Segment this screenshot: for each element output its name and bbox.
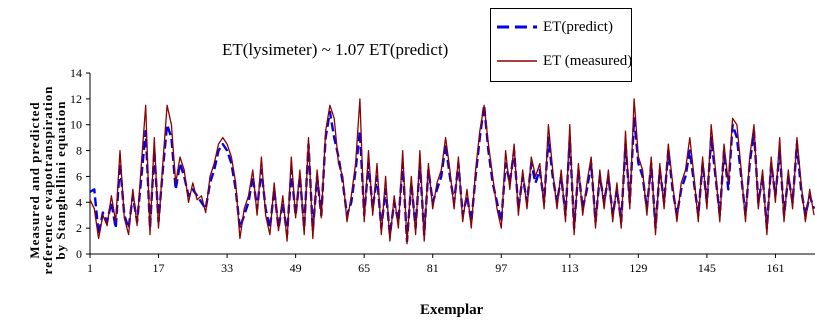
y-axis-label-line-3: by Stanghellini equation	[53, 100, 68, 260]
x-tick-label: 17	[153, 261, 165, 275]
y-tick-label: 10	[70, 118, 82, 132]
series-line-measured	[89, 98, 815, 245]
x-axis: 1 17 33 49 65 81 97 113 129 145 161	[87, 253, 815, 275]
legend-swatch-predict-icon	[497, 25, 537, 29]
y-tick-label: 2	[76, 221, 82, 235]
x-tick-label: 49	[290, 261, 302, 275]
x-tick-label: 97	[495, 261, 507, 275]
x-tick-label: 65	[358, 261, 370, 275]
legend-item-predict: ET(predict)	[497, 17, 613, 37]
series-layer	[89, 98, 816, 245]
x-tick-label: 145	[698, 261, 716, 275]
x-tick-label: 113	[561, 261, 579, 275]
x-tick-label: 161	[766, 261, 784, 275]
legend-item-measured: ET (measured)	[497, 51, 632, 71]
y-tick-label: 0	[76, 247, 82, 261]
y-tick-label: 14	[70, 66, 82, 80]
series-line-predict	[89, 104, 816, 243]
y-tick-label: 6	[76, 169, 82, 183]
legend: ET(predict) ET (measured)	[490, 8, 632, 82]
legend-label-measured: ET (measured)	[543, 52, 633, 69]
y-axis: 0 2 4 6 8 10 12 14	[70, 66, 91, 261]
x-axis-label: Exemplar	[420, 302, 484, 318]
chart-annotation: ET(lysimeter) ~ 1.07 ET(predict)	[222, 40, 449, 59]
legend-label-predict: ET(predict)	[543, 18, 613, 35]
legend-swatch-measured-icon	[497, 60, 537, 62]
y-axis-label: Measured and predicted reference evapotr…	[27, 30, 68, 330]
x-tick-label: 129	[629, 261, 647, 275]
x-tick-label: 81	[427, 261, 439, 275]
x-tick-label: 1	[87, 261, 93, 275]
x-tick-label: 33	[221, 261, 233, 275]
y-tick-label: 4	[76, 195, 82, 209]
y-tick-label: 8	[76, 144, 82, 158]
y-tick-label: 12	[70, 92, 82, 106]
